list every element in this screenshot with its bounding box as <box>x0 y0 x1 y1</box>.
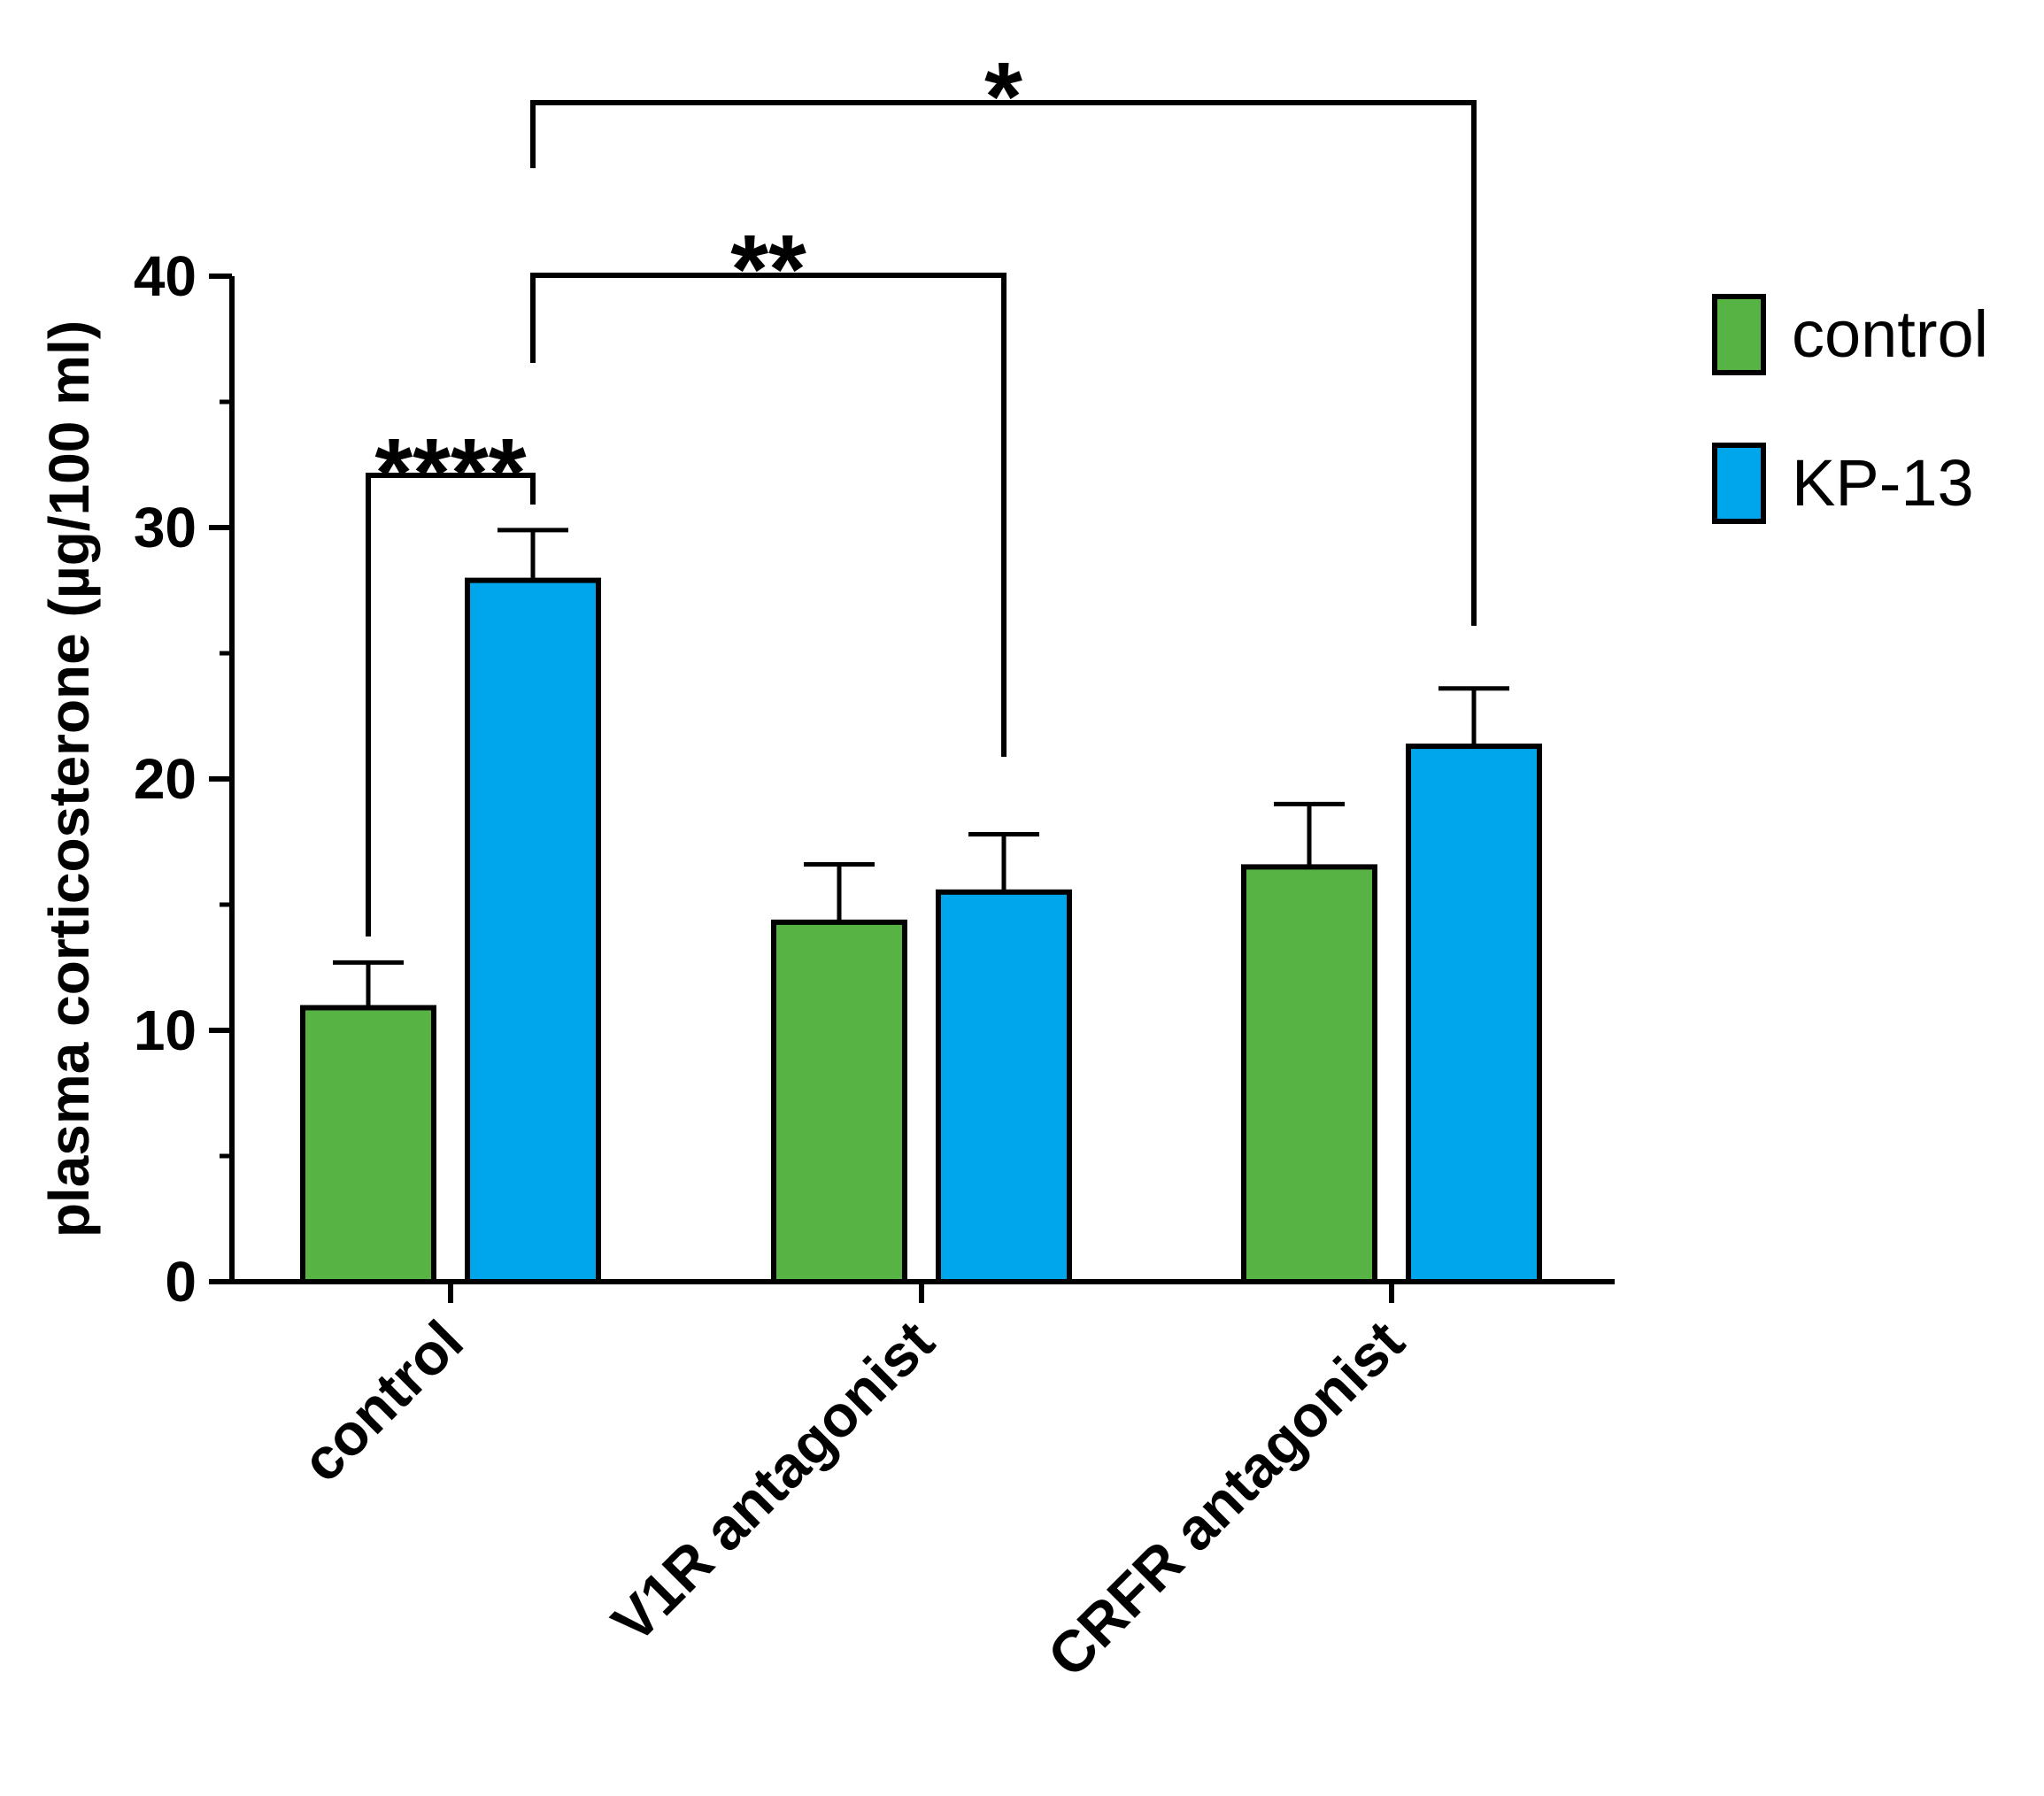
y-tick-label: 40 <box>134 244 197 308</box>
legend-label: control <box>1792 297 1988 371</box>
y-tick-label: 30 <box>134 496 197 559</box>
significance-bracket <box>366 473 536 937</box>
bar <box>1406 744 1542 1284</box>
x-tick-label: CRFR antagonist <box>1035 1308 1416 1690</box>
significance-label: **** <box>374 419 526 528</box>
bar <box>1241 864 1377 1285</box>
bar <box>936 889 1072 1284</box>
y-tick-label: 20 <box>134 747 197 811</box>
significance-bracket <box>530 100 1477 626</box>
x-tick-label: control <box>289 1308 474 1494</box>
bar <box>465 577 601 1284</box>
significance-bracket <box>530 273 1007 757</box>
legend-label: KP-13 <box>1792 446 1974 520</box>
bar <box>300 1005 436 1284</box>
y-tick-label: 10 <box>134 998 197 1062</box>
legend-swatch <box>1712 294 1766 375</box>
legend-swatch <box>1712 443 1766 524</box>
significance-label: * <box>984 42 1022 151</box>
bar <box>771 919 907 1284</box>
significance-label: ** <box>730 215 806 324</box>
x-tick-label: V1R antagonist <box>599 1308 946 1655</box>
y-axis-title: plasma corticosterone (µg/100 ml) <box>37 320 101 1237</box>
y-tick-label: 0 <box>165 1250 197 1314</box>
